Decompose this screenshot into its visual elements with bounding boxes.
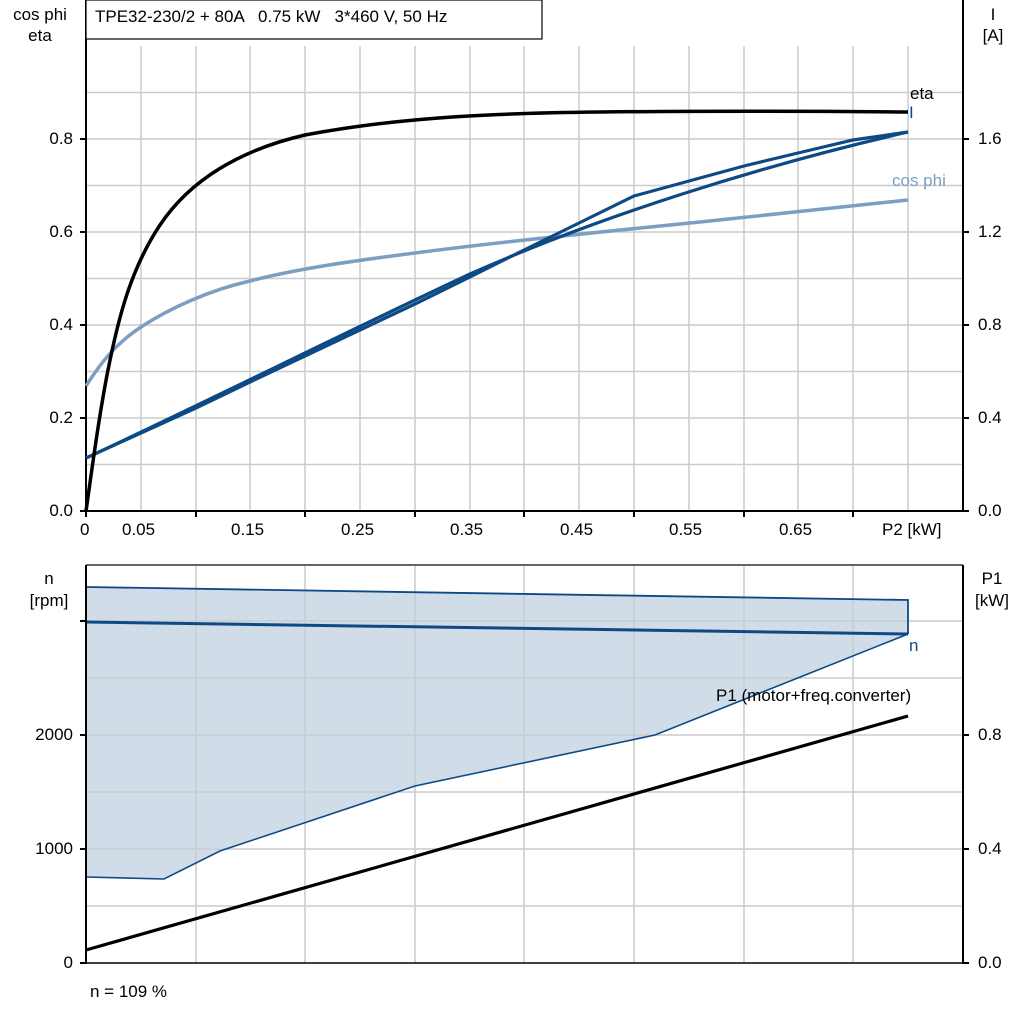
bottom-right-tick: 0.4: [978, 839, 1002, 858]
speed-curve: [85, 620, 909, 636]
chart-title: TPE32-230/2 + 80A 0.75 kW 3*460 V, 50 Hz: [95, 7, 448, 26]
bottom-right-tick: 0.0: [978, 953, 1002, 972]
x-tick: 0.05: [122, 520, 156, 539]
bottom-chart-grid: [86, 565, 963, 963]
top-right-tick: 0.0: [978, 501, 1002, 520]
speed-unit-label: [rpm]: [29, 591, 69, 610]
x-tick: 0.65: [779, 520, 813, 539]
x-tick: 0.45: [560, 520, 594, 539]
cos-phi-axis-label: cos phi: [13, 5, 67, 24]
speed-curve-label: n: [909, 636, 919, 655]
x-tick: 0.55: [669, 520, 703, 539]
current-curve-fix: [85, 130, 909, 460]
x-tick: 0.35: [450, 520, 484, 539]
bottom-left-axis-label: n [rpm]: [18, 568, 80, 612]
x-tick: 0.15: [231, 520, 265, 539]
top-left-tick: 0.6: [49, 222, 73, 241]
speed-range-lower-line: [85, 633, 909, 880]
x-tick: 0.25: [341, 520, 375, 539]
eta-curve-label: eta: [910, 84, 934, 103]
speed-percent-footnote: n = 109 %: [90, 982, 168, 1001]
top-left-tick: 0.0: [49, 501, 73, 520]
speed-operating-range-fill: [86, 587, 908, 879]
bottom-left-tick: 0: [63, 953, 73, 972]
eta-axis-label: eta: [28, 26, 52, 45]
p1-axis-label: P1: [981, 569, 1003, 588]
top-left-tick: 0.8: [49, 129, 73, 148]
cos-phi-curve-label: cos phi: [892, 171, 946, 190]
top-right-tick: 1.6: [978, 129, 1002, 148]
bottom-right-tick: 0.8: [978, 725, 1002, 744]
p1-unit-label: [kW]: [975, 591, 1009, 610]
bottom-left-tick: 1000: [35, 839, 73, 858]
current-axis-label: I: [990, 5, 996, 24]
bottom-right-axis-label: P1 [kW]: [966, 568, 1018, 612]
current-unit-label: [A]: [982, 26, 1004, 45]
current-curve-label: I: [909, 103, 914, 122]
x-axis-label: P2 [kW]: [882, 520, 942, 539]
top-left-tick: 0.4: [49, 315, 73, 334]
eta-curve: [84, 109, 909, 512]
top-right-tick: 0.8: [978, 315, 1002, 334]
top-right-axis-label: I [A]: [968, 4, 1018, 46]
speed-range-upper-line: [85, 586, 909, 634]
top-chart-axes: [80, 0, 969, 517]
p1-curve-label: P1 (motor+freq.converter): [716, 686, 912, 705]
top-right-tick: 0.4: [978, 408, 1002, 427]
bottom-chart-axes: [80, 564, 969, 964]
title-box: [85, 0, 543, 40]
p1-curve: [85, 714, 909, 952]
top-left-tick: 0.2: [49, 408, 73, 427]
speed-axis-label: n: [44, 569, 54, 588]
top-chart-grid: [86, 46, 963, 511]
top-right-tick: 1.2: [978, 222, 1002, 241]
x-tick: 0: [80, 520, 90, 539]
top-left-axis-label: cos phi eta: [0, 4, 80, 46]
cos-phi-curve: [84, 198, 909, 387]
bottom-left-tick: 2000: [35, 725, 73, 744]
